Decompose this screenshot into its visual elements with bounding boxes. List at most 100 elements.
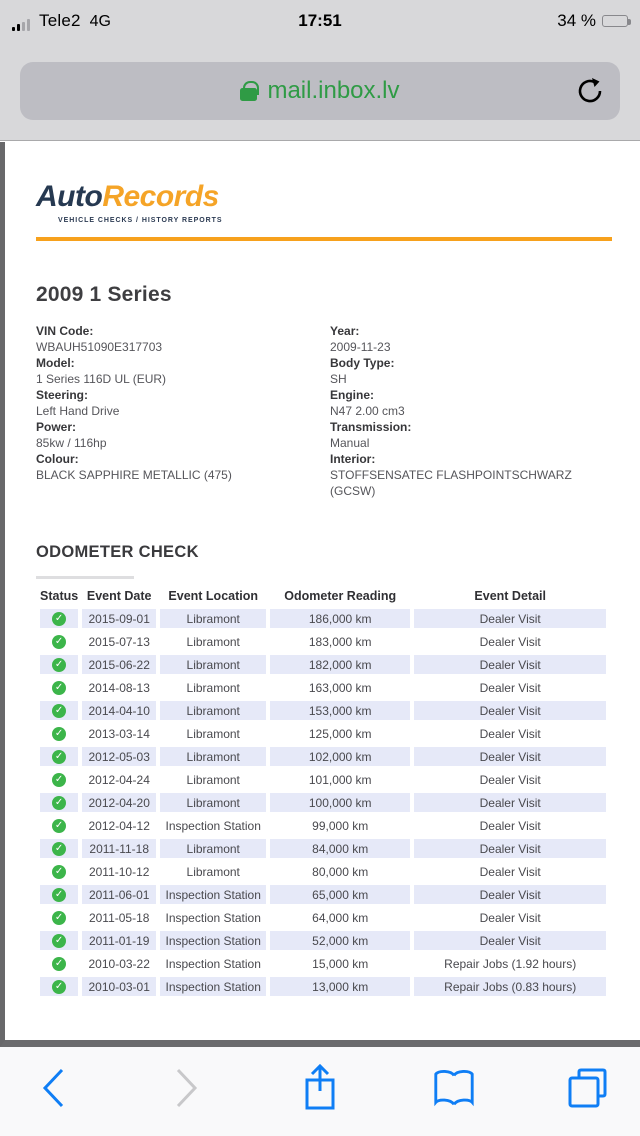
table-row: ✓ 2015-06-22 Libramont 182,000 km Dealer Vis… [40,655,607,674]
cell-odometer-reading: 52,000 km [270,931,411,950]
cell-event-detail: Dealer Visit [479,864,541,879]
cell-odometer-reading: 64,000 km [312,910,369,925]
cell-event-location: Inspection Station [165,818,261,833]
odometer-table-body: ✓ 2015-09-01 Libramont 186,000 km Dealer Vis… [40,609,607,996]
section-divider [36,576,134,579]
cell-event-date: 2014-04-10 [82,701,157,720]
status-check-icon: ✓ [52,703,67,718]
column-header: Event Location [168,589,258,603]
cell-odometer-reading: 80,000 km [312,864,369,879]
cell-odometer-reading: 153,000 km [270,701,411,720]
status-check-icon: ✓ [52,818,67,833]
cell-event-date: 2011-06-01 [82,885,157,904]
cell-odometer-reading: 102,000 km [270,747,411,766]
cell-status: ✓ [40,816,78,835]
table-row: ✓ 2013-03-14 Libramont 125,000 km Dealer Vis… [40,724,606,743]
cell-status: ✓ [40,724,78,743]
status-check-icon: ✓ [52,749,67,764]
table-row: ✓ 2012-04-12 Inspection Station 99,000 km De… [40,816,606,835]
table-row: ✓ 2011-06-01 Inspection Station 65,000 km De… [40,885,607,904]
cell-event-detail: Dealer Visit [414,839,607,858]
cell-odometer-reading: 15,000 km [312,956,369,971]
cell-odometer-reading: 65,000 km [270,885,411,904]
cell-event-detail: Dealer Visit [414,655,607,674]
status-check-icon: ✓ [52,933,67,948]
cell-event-location: Libramont [160,793,267,812]
table-row: ✓ 2011-01-19 Inspection Station 52,000 km De… [40,931,607,950]
cell-odometer-reading: 99,000 km [312,818,369,833]
detail-label: Body Type: [330,356,395,370]
details-column-right: Year: 2009-11-23 Body Type: SH Engine: N47 2.… [330,323,612,499]
table-row: ✓ 2012-04-20 Libramont 100,000 km Dealer Vis… [40,793,607,812]
cell-event-date: 2015-07-13 [88,634,150,649]
cell-event-location: Libramont [160,747,267,766]
cell-event-detail: Dealer Visit [414,931,607,950]
table-row: ✓ 2011-11-18 Libramont 84,000 km Dealer Visi… [40,839,607,858]
status-bar: Tele2 4G 17:51 34 % [0,0,640,42]
address-bar[interactable]: mail.inbox.lv [20,62,620,120]
status-check-icon: ✓ [52,634,67,649]
auto-records-report: AutoRecords VEHICLE CHECKS / HISTORY REP… [5,142,640,1000]
cell-event-location: Libramont [186,680,240,695]
cell-status: ✓ [40,655,79,674]
cell-event-date: 2010-03-22 [88,956,150,971]
reload-button[interactable] [574,75,606,107]
bookmarks-button[interactable] [431,1065,477,1111]
forward-button[interactable] [164,1065,210,1111]
column-header: Status [40,589,79,603]
cell-event-date: 2015-06-22 [82,655,157,674]
cell-event-detail: Dealer Visit [479,910,541,925]
cell-event-location: Inspection Station [165,910,261,925]
cell-event-detail: Dealer Visit [479,726,541,741]
table-row: ✓ 2014-04-10 Libramont 153,000 km Dealer Vis… [40,701,607,720]
cell-event-location: Inspection Station [160,977,267,996]
logo-text-secondary: Records [102,180,219,213]
cell-event-date: 2011-11-18 [82,839,157,858]
cell-event-detail: Dealer Visit [414,793,607,812]
cell-event-location: Libramont [160,839,267,858]
cell-odometer-reading: 101,000 km [308,772,372,787]
table-row: ✓ 2014-08-13 Libramont 163,000 km Dealer Vis… [40,678,606,697]
cell-status: ✓ [40,747,79,766]
cell-odometer-reading: 100,000 km [270,793,411,812]
cell-event-date: 2012-05-03 [82,747,157,766]
tabs-button[interactable] [564,1065,610,1111]
webpage-frame: AutoRecords VEHICLE CHECKS / HISTORY REP… [0,142,640,1047]
share-button[interactable] [297,1063,343,1111]
vehicle-details: VIN Code: WBAUH51090E317703 Model: 1 Series… [36,323,612,499]
back-button[interactable] [30,1065,76,1111]
cell-event-date: 2014-08-13 [88,680,150,695]
battery-icon [602,15,631,27]
cell-odometer-reading: 163,000 km [308,680,372,695]
cell-signal-icon [12,19,30,31]
orange-divider [36,237,612,241]
cell-event-location: Libramont [186,772,240,787]
cell-status: ✓ [40,632,78,651]
status-check-icon: ✓ [52,795,67,810]
cell-event-date: 2012-04-24 [88,772,150,787]
cell-odometer-reading: 183,000 km [308,634,372,649]
detail-value: 85kw / 116hp [36,436,107,450]
cell-event-date: 2011-01-19 [82,931,157,950]
clock: 17:51 [298,11,342,30]
detail-value: BLACK SAPPHIRE METALLIC (475) [36,468,232,482]
cell-status: ✓ [40,839,79,858]
logo-tagline: VEHICLE CHECKS / HISTORY REPORTS [58,217,223,224]
cell-event-date: 2012-04-20 [82,793,157,812]
table-header-row: Status Event Date Event Location Odometer R… [40,588,606,605]
detail-label: Colour: [36,452,79,466]
detail-value: STOFFSENSATEC FLASHPOINTSCHWARZ (GCSW) [330,468,572,498]
odometer-check-heading: ODOMETER CHECK [36,543,199,561]
cell-odometer-reading: 13,000 km [270,977,411,996]
table-row: ✓ 2015-09-01 Libramont 186,000 km Dealer Vis… [40,609,607,628]
detail-value: Left Hand Drive [36,404,120,418]
cell-status: ✓ [40,862,78,881]
cell-odometer-reading: 186,000 km [270,609,411,628]
cell-status: ✓ [40,931,79,950]
cell-status: ✓ [40,977,79,996]
details-column-left: VIN Code: WBAUH51090E317703 Model: 1 Series… [36,323,330,499]
cell-odometer-reading: 84,000 km [270,839,411,858]
cell-status: ✓ [40,954,78,973]
cell-status: ✓ [40,793,79,812]
